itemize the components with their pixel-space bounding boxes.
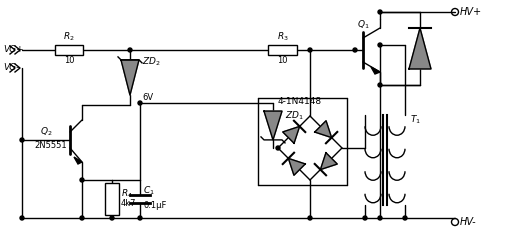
Bar xyxy=(55,45,83,55)
Polygon shape xyxy=(121,60,139,95)
Text: $R_4$: $R_4$ xyxy=(121,188,133,200)
Circle shape xyxy=(20,216,24,220)
Circle shape xyxy=(378,216,382,220)
Circle shape xyxy=(378,43,382,47)
Polygon shape xyxy=(409,28,431,69)
Text: HV-: HV- xyxy=(460,217,476,227)
Text: VG+: VG+ xyxy=(3,45,24,55)
Polygon shape xyxy=(283,126,300,143)
Text: $ZD_1$: $ZD_1$ xyxy=(285,110,304,122)
Text: 0.1µF: 0.1µF xyxy=(143,201,166,209)
Text: $R_3$: $R_3$ xyxy=(277,31,288,43)
Circle shape xyxy=(128,48,132,52)
Circle shape xyxy=(378,10,382,14)
Text: $C_1$: $C_1$ xyxy=(143,185,155,197)
Circle shape xyxy=(353,48,357,52)
Polygon shape xyxy=(321,153,337,170)
Circle shape xyxy=(110,216,114,220)
Circle shape xyxy=(308,216,312,220)
Text: 10: 10 xyxy=(277,56,288,65)
Text: 10: 10 xyxy=(64,56,74,65)
Text: HV+: HV+ xyxy=(460,7,482,17)
Text: 4k7: 4k7 xyxy=(121,199,137,209)
Circle shape xyxy=(80,216,84,220)
Circle shape xyxy=(138,101,142,105)
Text: 6V: 6V xyxy=(142,93,153,102)
Text: $Q_2$: $Q_2$ xyxy=(40,126,52,138)
Text: $ZD_2$: $ZD_2$ xyxy=(142,56,161,68)
Text: 2N5551: 2N5551 xyxy=(34,140,66,150)
Circle shape xyxy=(363,216,367,220)
Polygon shape xyxy=(288,158,305,175)
Bar xyxy=(105,183,119,215)
Text: VG-: VG- xyxy=(3,64,19,72)
Circle shape xyxy=(308,48,312,52)
Circle shape xyxy=(138,216,142,220)
Polygon shape xyxy=(371,67,380,74)
Polygon shape xyxy=(264,111,282,140)
Text: $R_2$: $R_2$ xyxy=(63,31,75,43)
Circle shape xyxy=(20,138,24,142)
Text: 4-1N4148: 4-1N4148 xyxy=(278,96,322,106)
Circle shape xyxy=(403,216,407,220)
Circle shape xyxy=(80,178,84,182)
Polygon shape xyxy=(74,157,82,164)
Polygon shape xyxy=(315,121,332,138)
Text: $T_1$: $T_1$ xyxy=(410,114,421,126)
Text: $Q_1$: $Q_1$ xyxy=(357,19,370,31)
Circle shape xyxy=(378,83,382,87)
Circle shape xyxy=(276,146,280,150)
Bar xyxy=(268,45,297,55)
